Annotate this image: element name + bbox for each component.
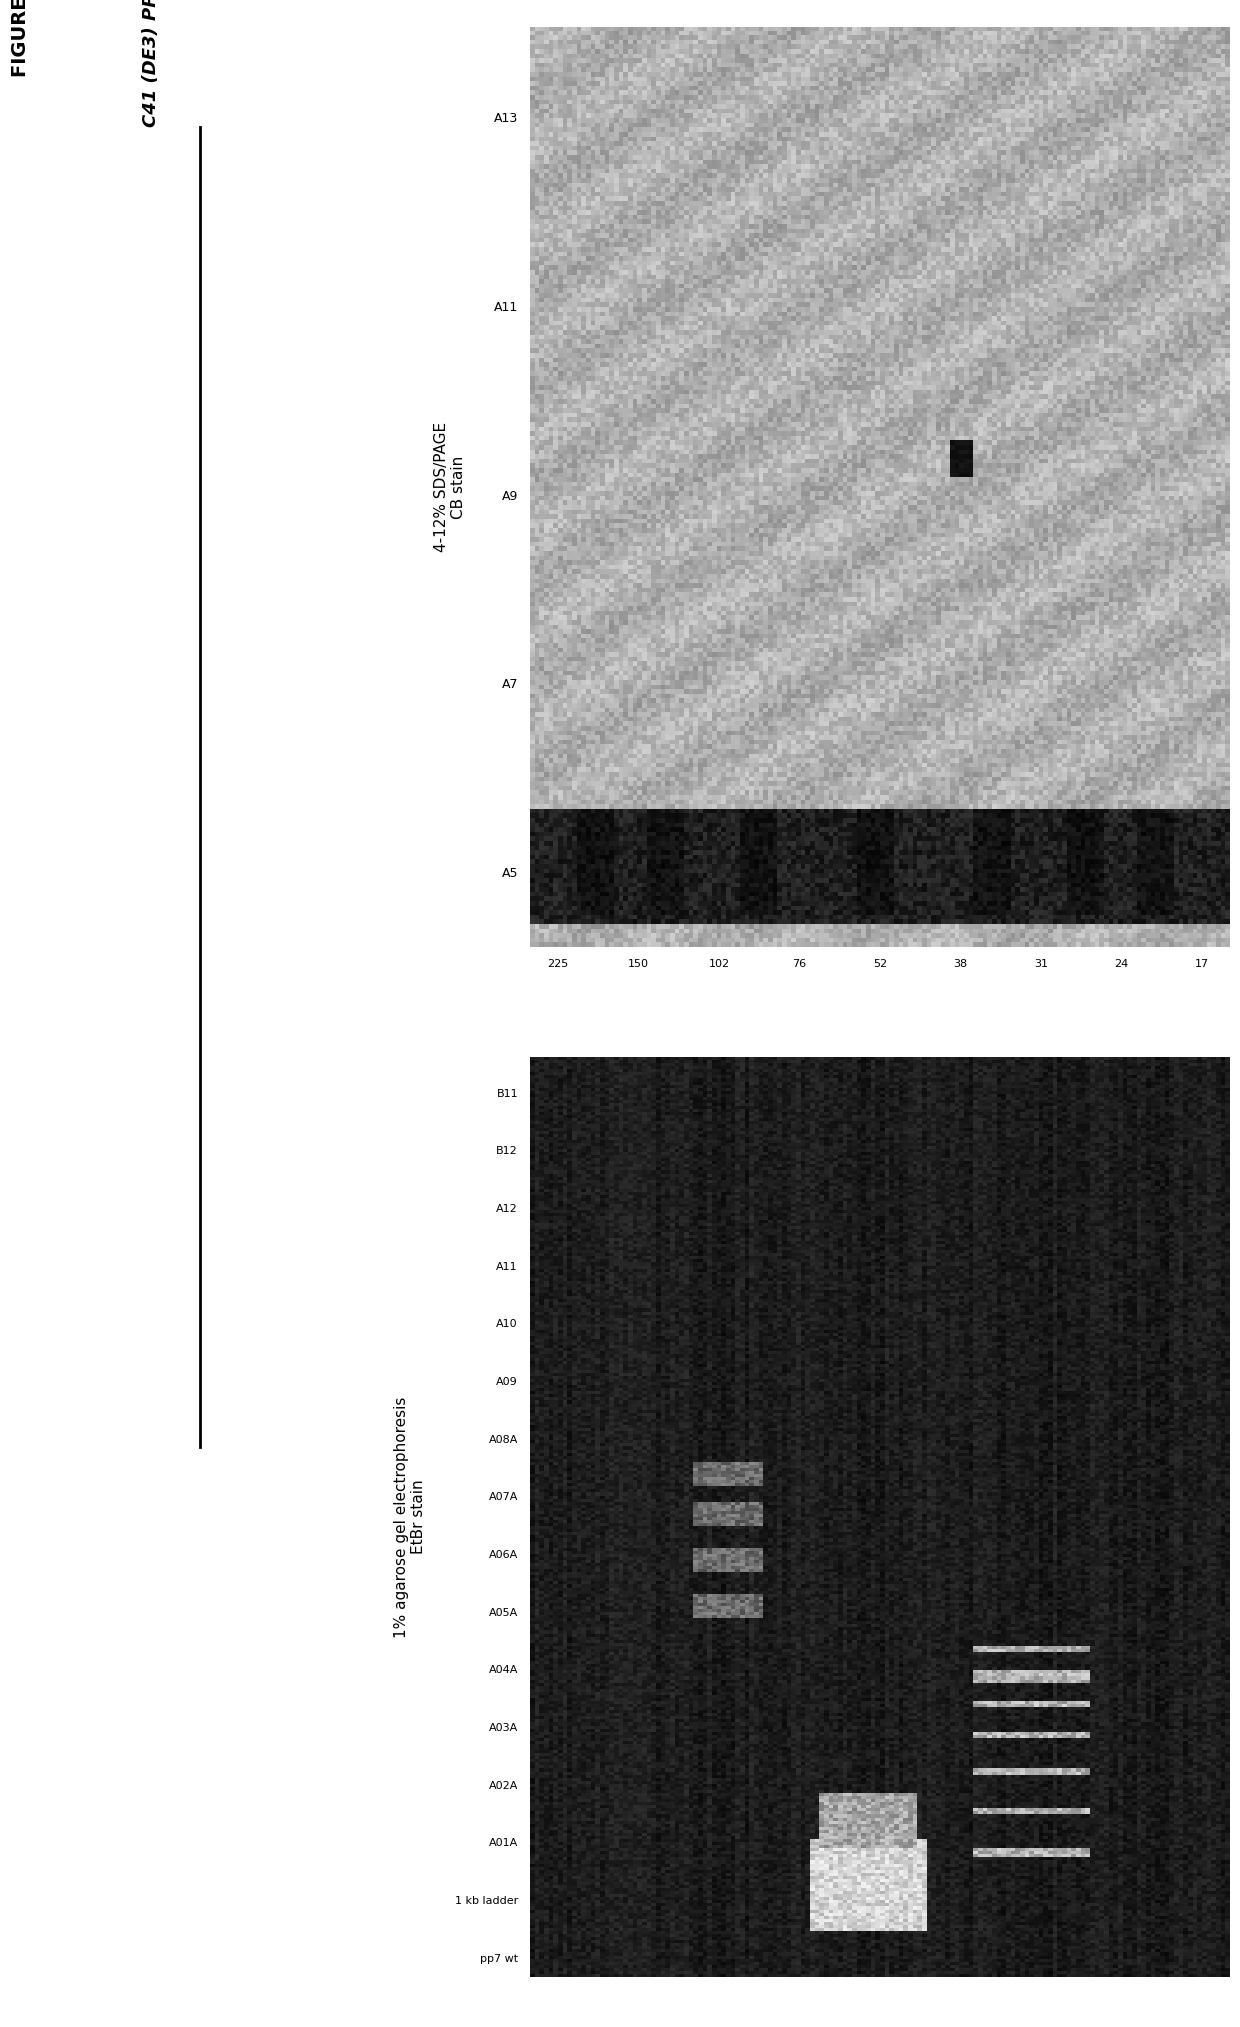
Text: 225: 225 xyxy=(547,959,569,969)
Text: A13: A13 xyxy=(494,114,518,126)
Text: B11: B11 xyxy=(496,1088,518,1099)
Text: 38: 38 xyxy=(954,959,967,969)
Text: FIGURE 3: FIGURE 3 xyxy=(11,0,30,77)
Text: A5: A5 xyxy=(501,868,518,880)
Text: A7: A7 xyxy=(501,679,518,691)
Text: 76: 76 xyxy=(792,959,806,969)
Text: A01A: A01A xyxy=(489,1838,518,1849)
Text: A11: A11 xyxy=(496,1261,518,1271)
Text: A02A: A02A xyxy=(489,1780,518,1790)
Text: 150: 150 xyxy=(627,959,649,969)
Text: 4-12% SDS/PAGE
CB stain: 4-12% SDS/PAGE CB stain xyxy=(434,422,466,551)
Text: 31: 31 xyxy=(1034,959,1048,969)
Text: 24: 24 xyxy=(1115,959,1128,969)
Text: 1 kb ladder: 1 kb ladder xyxy=(455,1895,518,1905)
Text: A07A: A07A xyxy=(489,1492,518,1502)
Text: C41 (DE3) PP7-AIP1S Expression and Purification: C41 (DE3) PP7-AIP1S Expression and Purif… xyxy=(143,0,160,128)
Text: A05A: A05A xyxy=(489,1607,518,1618)
Text: 52: 52 xyxy=(873,959,887,969)
Text: A12: A12 xyxy=(496,1204,518,1214)
Text: A11: A11 xyxy=(494,302,518,314)
Text: A09: A09 xyxy=(496,1376,518,1386)
Text: B12: B12 xyxy=(496,1147,518,1157)
Text: A9: A9 xyxy=(502,491,518,503)
Text: A08A: A08A xyxy=(489,1435,518,1445)
Text: 102: 102 xyxy=(708,959,729,969)
Text: A06A: A06A xyxy=(489,1551,518,1561)
Text: A10: A10 xyxy=(496,1320,518,1330)
Text: A04A: A04A xyxy=(489,1666,518,1676)
Text: 1% agarose gel electrophoresis
EtBr stain: 1% agarose gel electrophoresis EtBr stai… xyxy=(394,1397,427,1638)
Text: 17: 17 xyxy=(1195,959,1209,969)
Text: pp7 wt: pp7 wt xyxy=(480,1954,518,1964)
Text: A03A: A03A xyxy=(489,1723,518,1733)
